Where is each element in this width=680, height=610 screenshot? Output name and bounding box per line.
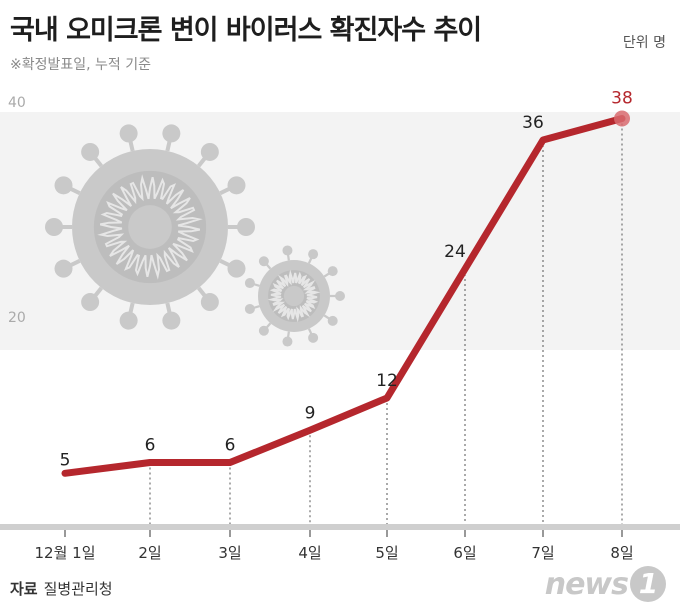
news1-logo: news 1 [545,566,666,602]
x-tick-label: 8일 [610,544,633,562]
data-label: 6 [225,436,236,456]
highlight-point [614,110,630,127]
x-tick-label: 3일 [218,544,241,562]
source-credit: 자료 질병관리청 [10,578,113,599]
logo-badge: 1 [630,566,666,602]
data-label: 9 [305,403,316,423]
y-tick-label: 40 [8,95,26,111]
data-label: 5 [60,450,71,470]
x-tick-label: 7일 [531,544,554,562]
data-label: 24 [444,242,466,262]
unit-label: 단위 명 [622,35,666,51]
y-tick-label: 20 [8,310,26,326]
x-tick-label: 4일 [298,544,321,562]
chart-title: 국내 오미크론 변이 바이러스 확진자수 추이 [10,15,482,46]
x-tick-label: 2일 [138,544,161,562]
virus-icon [45,124,255,330]
data-label: 36 [522,113,544,133]
source-key: 자료 [10,580,38,598]
series-line [61,115,626,477]
x-tick-label: 6일 [453,544,476,562]
data-label: 6 [145,436,156,456]
chart-note: ※확정발표일, 누적 기준 [10,57,152,73]
source-value: 질병관리청 [43,580,113,598]
logo-text: news [544,566,629,602]
data-label: 38 [611,89,633,109]
x-tick-label: 12월 1일 [35,544,96,562]
virus-icon [244,245,345,347]
x-tick-label: 5일 [375,544,398,562]
data-label: 12 [376,371,398,391]
